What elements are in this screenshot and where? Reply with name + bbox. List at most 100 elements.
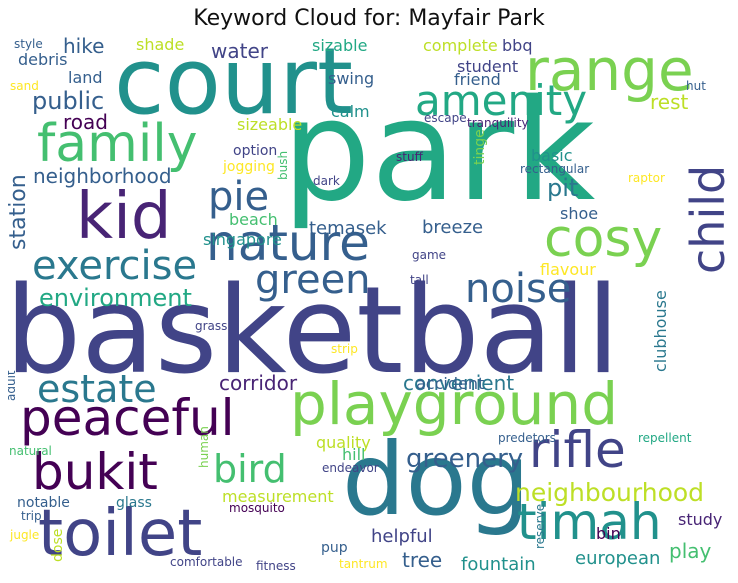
keyword-range: range	[525, 36, 694, 104]
keyword-bbq: bbq	[502, 36, 533, 55]
keyword-dog: dog	[342, 421, 531, 538]
keyword-notable: notable	[17, 495, 70, 511]
keyword-fitness: fitness	[256, 559, 296, 573]
keyword-cosy: cosy	[544, 209, 663, 269]
keyword-basic: basic	[531, 146, 573, 165]
keyword-grass: grass	[195, 319, 228, 333]
keyword-bin: bin	[596, 524, 621, 543]
keyword-greenery: greenery	[406, 444, 524, 474]
keyword-nature: nature	[206, 214, 370, 272]
keyword-water: water	[211, 39, 268, 63]
keyword-environment: environment	[39, 284, 192, 312]
keyword-dark: dark	[313, 174, 340, 188]
keyword-singapore: singapore	[203, 230, 282, 249]
keyword-game: game	[412, 248, 447, 262]
keyword-jogging: jogging	[223, 159, 275, 175]
word-cloud: park basketball court dog playground toilet ki…	[8, 36, 730, 577]
keyword-swing: swing	[328, 69, 375, 88]
keyword-family: family	[37, 114, 198, 174]
keyword-stuff: stuff	[396, 150, 423, 164]
keyword-corridor: corridor	[219, 371, 298, 395]
keyword-rectangular: rectangular	[520, 162, 590, 176]
keyword-repellent: repellent	[638, 431, 692, 445]
keyword-bird: bird	[213, 447, 287, 491]
keyword-estate: estate	[37, 367, 157, 411]
keyword-beach: beach	[229, 210, 278, 229]
keyword-glass: glass	[116, 495, 152, 511]
keyword-neighborhood: neighborhood	[33, 164, 172, 188]
keyword-raptor: raptor	[628, 171, 665, 185]
keyword-trip: trip	[21, 509, 42, 523]
keyword-debris: debris	[18, 50, 68, 69]
keyword-green: green	[255, 257, 371, 303]
keyword-tinge: tinge	[472, 129, 488, 165]
keyword-child: child	[681, 164, 730, 274]
keyword-amenity: amenity	[415, 76, 588, 125]
keyword-adult: adult	[8, 370, 18, 401]
keyword-sand: sand	[10, 79, 39, 93]
keyword-toilet: toilet	[38, 497, 203, 571]
keyword-clubhouse: clubhouse	[651, 290, 670, 372]
keyword-temasek: temasek	[309, 218, 387, 239]
keyword-shoe: shoe	[560, 204, 599, 223]
keyword-bush: bush	[276, 150, 290, 180]
keyword-pie: pie	[208, 174, 270, 220]
keyword-tall: tall	[410, 273, 429, 287]
keyword-play: play	[669, 539, 712, 563]
keyword-predetors: predetors	[498, 431, 556, 445]
keyword-complete: complete	[423, 36, 498, 55]
keyword-tantrum: tantrum	[339, 557, 388, 571]
keyword-tree: tree	[402, 548, 443, 572]
keyword-european: european	[575, 548, 661, 569]
keyword-endeavor: endeavor	[322, 461, 379, 475]
keyword-sizable: sizable	[312, 36, 368, 55]
keyword-exercise: exercise	[32, 243, 198, 289]
keyword-station: station	[8, 174, 31, 250]
keyword-mosquito: mosquito	[229, 501, 285, 515]
keyword-rifle: rifle	[529, 421, 626, 479]
keyword-comfortable: comfortable	[170, 555, 243, 569]
keyword-playground: playground	[290, 370, 619, 438]
keyword-quality: quality	[316, 433, 371, 452]
keyword-student: student	[457, 57, 519, 76]
keyword-escape: escape	[424, 111, 467, 125]
keyword-breeze: breeze	[422, 217, 484, 238]
keyword-accident: accident	[416, 374, 485, 393]
keyword-flavour: flavour	[540, 260, 596, 279]
keyword-convenient: convenient	[403, 371, 515, 395]
keyword-basketball: basketball	[8, 262, 620, 401]
keyword-jugle: jugle	[10, 528, 40, 542]
keyword-calm: calm	[331, 102, 370, 121]
keyword-bukit: bukit	[32, 443, 158, 501]
keyword-peaceful: peaceful	[20, 389, 235, 447]
keyword-public: public	[32, 87, 105, 115]
keyword-strip: strip	[331, 342, 358, 356]
keyword-hike: hike	[63, 36, 105, 58]
keyword-natural: natural	[9, 444, 52, 458]
keyword-study: study	[678, 510, 723, 529]
page-title: Keyword Cloud for: Mayfair Park	[193, 6, 545, 31]
keyword-rest: rest	[650, 90, 689, 114]
keyword-measurement: measurement	[222, 487, 334, 506]
keyword-style: style	[14, 37, 43, 51]
keyword-dose: dose	[50, 528, 66, 562]
keyword-road: road	[63, 110, 108, 134]
keyword-shade: shade	[136, 36, 185, 54]
keyword-pit: pit	[547, 174, 579, 202]
keyword-court: court	[114, 36, 354, 135]
keyword-fountain: fountain	[461, 554, 536, 575]
keyword-friend: friend	[454, 70, 501, 89]
keyword-timah: timah	[517, 493, 662, 551]
keyword-neighbourhood: neighbourhood	[515, 478, 705, 507]
keyword-hut: hut	[686, 79, 706, 93]
keyword-helpful: helpful	[371, 526, 433, 547]
keyword-reserve: reserve	[533, 503, 547, 549]
keyword-option: option	[233, 143, 278, 159]
keyword-pup: pup	[321, 540, 348, 556]
keyword-land: land	[68, 68, 103, 87]
keyword-noise: noise	[465, 266, 572, 312]
keyword-kid: kid	[76, 180, 172, 254]
keyword-park: park	[282, 70, 596, 233]
keyword-tranquility: tranquility	[467, 116, 529, 130]
